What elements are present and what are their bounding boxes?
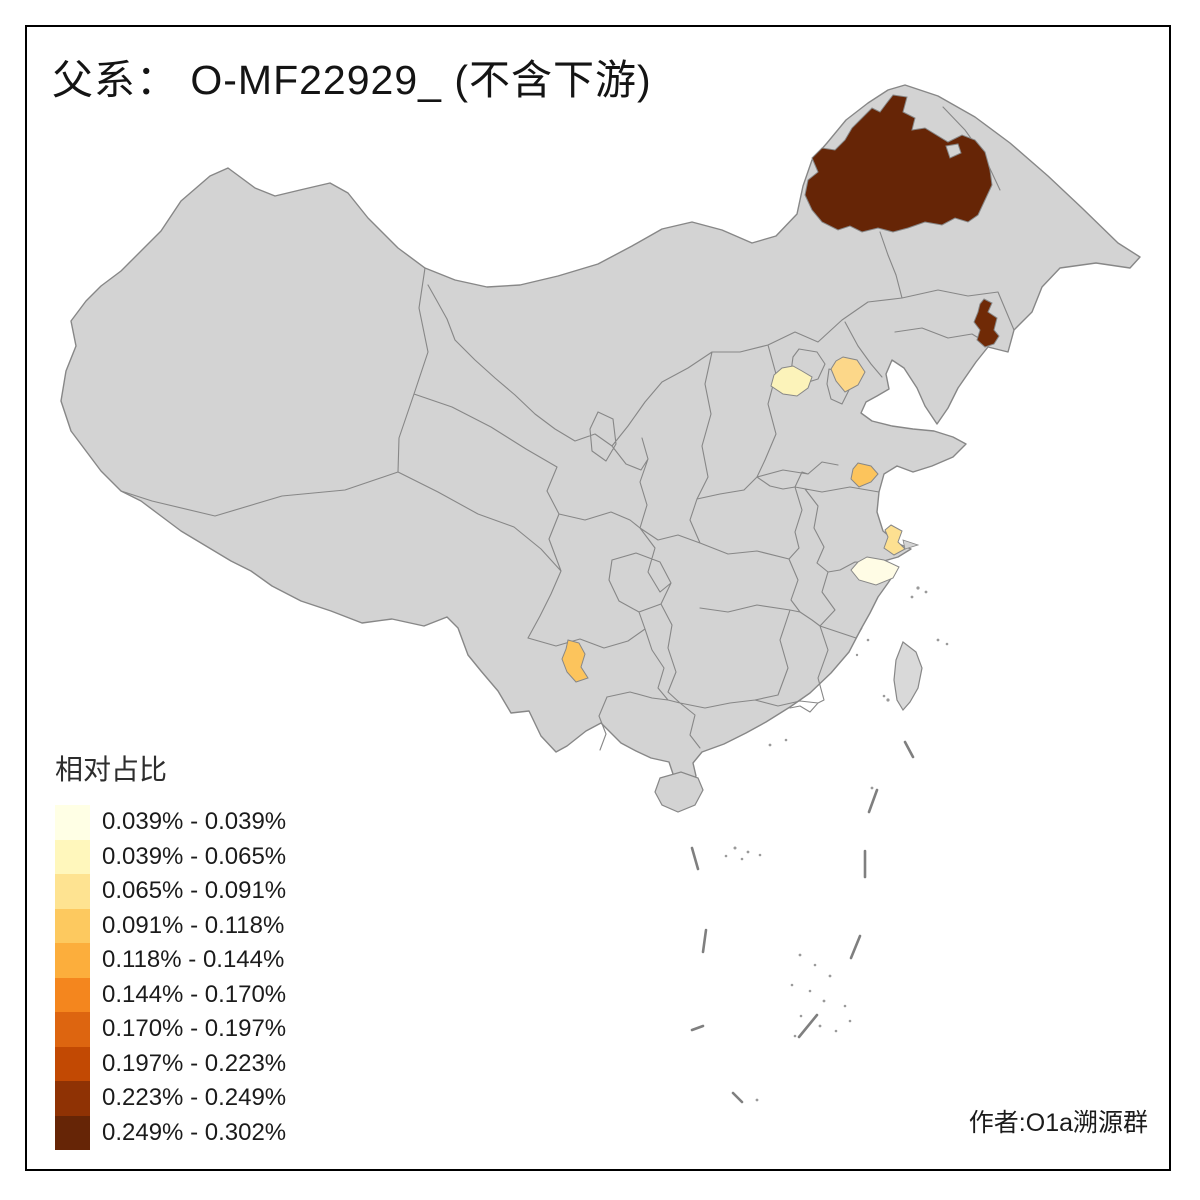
hainan-island	[654, 771, 704, 813]
legend-label: 0.197% - 0.223%	[102, 1049, 287, 1077]
legend-swatch	[55, 874, 90, 909]
legend-swatch	[55, 1046, 90, 1081]
legend-swatch	[55, 1081, 90, 1116]
region-central-yunnan	[561, 639, 589, 683]
region-south-jiangsu	[883, 524, 906, 556]
page-title: 父系： O-MF22929_ (不含下游)	[52, 57, 652, 103]
legend-label: 0.223% - 0.249%	[102, 1084, 287, 1112]
taiwan-island	[893, 641, 923, 712]
legend-swatch	[55, 839, 90, 874]
hulunbuir-enclave-hole	[945, 143, 962, 159]
nine-dash-line	[690, 740, 915, 1104]
legend-item: 0.170% - 0.197%	[55, 1012, 286, 1047]
legend-label: 0.144% - 0.170%	[102, 980, 287, 1008]
legend-swatch	[55, 908, 90, 943]
region-central-hebei	[770, 365, 813, 397]
legend-item: 0.249% - 0.302%	[55, 1115, 287, 1150]
legend-label: 0.249% - 0.302%	[102, 1118, 287, 1146]
legend-label: 0.170% - 0.197%	[102, 1015, 287, 1043]
legend-swatch	[55, 805, 90, 840]
region-north-jiangsu	[850, 462, 879, 488]
legend-label: 0.039% - 0.065%	[102, 842, 287, 870]
legend-swatch	[55, 1012, 90, 1047]
legend-label: 0.039% - 0.039%	[102, 808, 287, 836]
legend-label: 0.065% - 0.091%	[102, 877, 287, 905]
legend-swatch	[55, 943, 90, 978]
legend-item: 0.039% - 0.065%	[55, 839, 287, 874]
legend-swatch	[55, 1115, 90, 1150]
legend-item: 0.065% - 0.091%	[55, 874, 286, 909]
legend-item: 0.039% - 0.039%	[55, 805, 286, 840]
attribution: 作者:O1a溯源群	[968, 1109, 1148, 1137]
legend: 0.039% - 0.039% 0.039% - 0.065% 0.065% -…	[55, 805, 286, 1150]
legend-title: 相对占比	[55, 754, 168, 785]
legend-item: 0.118% - 0.144%	[55, 943, 286, 978]
legend-item: 0.091% - 0.118%	[55, 908, 286, 943]
legend-item: 0.223% - 0.249%	[55, 1081, 286, 1116]
legend-label: 0.091% - 0.118%	[102, 911, 285, 939]
region-hulunbuir	[804, 94, 993, 233]
legend-label: 0.118% - 0.144%	[102, 946, 285, 974]
chongming-island	[902, 539, 920, 550]
region-north-zhejiang	[850, 556, 900, 586]
region-tangshan	[830, 356, 866, 393]
region-east-heilongjiang	[973, 298, 1000, 348]
legend-swatch	[55, 977, 90, 1012]
legend-item: 0.197% - 0.223%	[55, 1046, 287, 1081]
legend-item: 0.144% - 0.170%	[55, 977, 287, 1012]
islets	[724, 586, 949, 1102]
